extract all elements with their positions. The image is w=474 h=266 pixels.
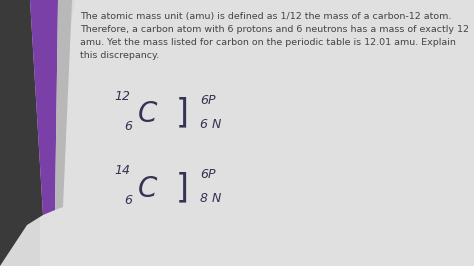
Text: C: C — [138, 100, 158, 128]
Polygon shape — [55, 0, 72, 210]
Text: 12: 12 — [114, 89, 130, 102]
Text: 6 N: 6 N — [200, 118, 221, 131]
Text: C: C — [138, 175, 158, 203]
Text: 6P: 6P — [200, 94, 216, 106]
Text: The atomic mass unit (amu) is defined as 1/12 the mass of a carbon-12 atom.
Ther: The atomic mass unit (amu) is defined as… — [80, 12, 469, 60]
Text: ]: ] — [175, 97, 189, 130]
Text: 14: 14 — [114, 164, 130, 177]
Text: 8 N: 8 N — [200, 193, 221, 206]
Text: ]: ] — [175, 172, 189, 205]
Polygon shape — [40, 0, 474, 266]
Text: 6P: 6P — [200, 168, 216, 181]
Polygon shape — [0, 0, 43, 266]
Text: 6: 6 — [124, 119, 132, 132]
Text: 6: 6 — [124, 194, 132, 207]
Polygon shape — [30, 0, 58, 215]
